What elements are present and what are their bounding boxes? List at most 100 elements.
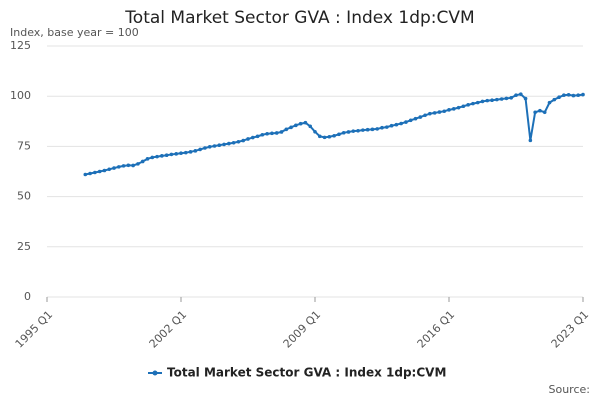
point <box>504 96 509 101</box>
point <box>461 104 466 109</box>
point <box>97 169 102 174</box>
point <box>298 121 303 126</box>
point <box>571 93 576 98</box>
point <box>365 127 370 132</box>
point <box>227 141 231 146</box>
point <box>332 133 336 138</box>
point <box>389 123 394 128</box>
point <box>303 120 308 125</box>
point <box>107 167 112 172</box>
point <box>183 150 188 155</box>
point <box>490 98 494 103</box>
point <box>361 128 365 132</box>
point <box>294 123 298 128</box>
point <box>179 151 183 156</box>
point <box>384 125 389 129</box>
point <box>466 103 470 107</box>
point <box>193 149 198 153</box>
point <box>131 163 135 168</box>
point <box>188 150 193 154</box>
x-tick-label: 2002 Q1 <box>147 308 190 351</box>
chart-title: Total Market Sector GVA : Index 1dp:CVM <box>124 8 474 28</box>
point <box>102 168 107 173</box>
x-tick-label: 1995 Q1 <box>13 308 56 351</box>
point <box>327 134 332 139</box>
y-tick-label: 100 <box>10 89 31 102</box>
point <box>533 110 537 115</box>
point <box>236 139 241 144</box>
point <box>542 110 547 115</box>
point <box>380 125 384 130</box>
x-tick-label: 2016 Q1 <box>415 308 458 351</box>
point <box>370 127 375 132</box>
point <box>432 111 437 115</box>
point <box>308 124 313 129</box>
point <box>485 98 490 103</box>
x-tick-label: 2009 Q1 <box>281 308 324 351</box>
point <box>289 125 293 130</box>
legend-marker <box>152 370 158 376</box>
point <box>562 93 566 97</box>
point <box>274 131 279 135</box>
point <box>241 138 246 143</box>
point <box>164 153 169 158</box>
point <box>121 164 126 168</box>
point <box>112 166 116 170</box>
y-tick-label: 0 <box>24 290 31 303</box>
point <box>418 115 423 119</box>
point <box>408 118 413 123</box>
point <box>260 132 265 137</box>
point <box>404 120 408 124</box>
point <box>212 144 217 148</box>
point <box>351 129 356 133</box>
point <box>471 101 475 106</box>
point <box>375 127 380 131</box>
point <box>145 157 150 161</box>
point <box>337 132 341 137</box>
point <box>495 97 499 102</box>
point <box>198 147 202 152</box>
x-tick-label: 2023 Q1 <box>549 308 592 351</box>
point <box>116 165 121 169</box>
y-tick-label: 50 <box>17 190 31 203</box>
point <box>356 128 360 133</box>
point <box>423 113 427 118</box>
point <box>499 97 504 101</box>
point <box>284 127 289 132</box>
point <box>557 95 561 100</box>
point <box>270 131 274 136</box>
point <box>442 109 447 114</box>
point <box>509 96 514 100</box>
point <box>581 92 585 97</box>
y-tick-label: 75 <box>17 139 31 152</box>
point <box>451 107 456 111</box>
point <box>155 154 159 159</box>
chart-subtitle: Index, base year = 100 <box>10 26 139 39</box>
point <box>203 146 207 150</box>
point <box>475 100 480 105</box>
point <box>136 162 140 166</box>
point <box>150 155 155 160</box>
point <box>447 108 451 112</box>
point <box>317 134 322 139</box>
legend-label: Total Market Sector GVA : Index 1dp:CVM <box>167 366 446 380</box>
point <box>279 130 284 134</box>
point <box>528 138 533 143</box>
point <box>538 108 542 113</box>
point <box>437 110 442 114</box>
point <box>576 93 581 97</box>
point <box>265 131 269 136</box>
point <box>547 100 552 105</box>
point <box>174 152 179 156</box>
point <box>255 134 260 139</box>
point <box>160 154 164 158</box>
point <box>140 159 145 164</box>
point <box>207 145 212 149</box>
point <box>246 137 250 141</box>
source: Source: <box>549 383 591 396</box>
point <box>518 92 523 96</box>
y-tick-label: 25 <box>17 240 31 253</box>
point <box>231 140 236 145</box>
point <box>480 99 485 104</box>
point <box>523 96 528 101</box>
